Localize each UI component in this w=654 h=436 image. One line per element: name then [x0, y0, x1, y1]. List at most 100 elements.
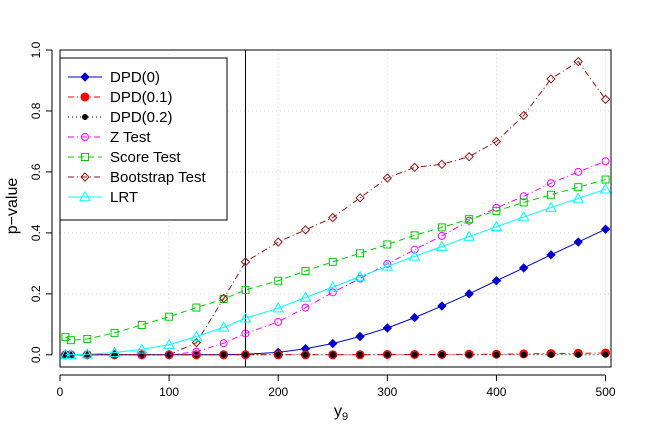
y-tick-label: 0.4: [29, 224, 43, 241]
data-point: [80, 72, 90, 82]
data-point: [137, 320, 146, 329]
series-0: [60, 224, 611, 360]
data-point: [573, 237, 583, 247]
legend-label: Score Test: [110, 149, 181, 166]
data-point: [437, 301, 447, 311]
series-layer: [59, 56, 612, 360]
data-point: [602, 351, 609, 358]
data-point: [410, 245, 419, 254]
data-point: [383, 240, 392, 249]
data-point: [301, 303, 310, 312]
y-tick-label: 0.0: [29, 346, 43, 363]
data-point: [600, 224, 611, 234]
data-point: [300, 225, 311, 235]
data-point: [328, 257, 337, 266]
data-point: [79, 190, 91, 202]
data-point: [240, 257, 251, 267]
data-point: [81, 133, 89, 141]
data-point: [517, 211, 530, 222]
data-point: [302, 351, 309, 358]
legend-label: Z Test: [110, 129, 151, 146]
legend-item: DPD(0.1): [68, 89, 173, 106]
data-point: [354, 270, 366, 281]
data-point: [273, 237, 283, 247]
data-point: [81, 348, 94, 359]
data-point: [411, 351, 418, 358]
data-point: [242, 351, 249, 358]
data-point: [356, 274, 365, 283]
data-point: [382, 323, 393, 333]
legend-label: DPD(0): [110, 69, 160, 86]
series-line: [65, 188, 606, 356]
legend: DPD(0) DPD(0.1) DPD(0.2) Z Test Score Test Bo…: [59, 57, 228, 221]
data-point: [492, 206, 501, 215]
legend-item: Z Test: [68, 129, 151, 146]
data-point: [437, 231, 446, 240]
data-point: [382, 173, 393, 183]
data-point: [84, 351, 91, 358]
data-point: [164, 350, 174, 360]
data-point: [272, 302, 285, 313]
data-point: [520, 351, 527, 358]
data-point: [66, 336, 75, 345]
data-point: [109, 350, 120, 360]
data-point: [408, 250, 421, 261]
data-point: [329, 351, 336, 358]
data-point: [493, 351, 500, 358]
x-axis-title-subscript: 9: [342, 411, 348, 423]
data-point: [275, 351, 282, 358]
data-point: [326, 281, 339, 292]
legend-label: Bootstrap Test: [110, 169, 206, 186]
data-point: [464, 151, 474, 162]
data-point: [546, 179, 555, 188]
legend-item: Score Test: [68, 149, 181, 166]
data-point: [491, 136, 502, 147]
data-point: [220, 351, 227, 358]
data-point: [241, 285, 250, 294]
legend-label: DPD(0.1): [110, 89, 173, 106]
y-tick-label: 0.8: [29, 102, 43, 119]
data-point: [192, 347, 201, 356]
data-point: [437, 223, 446, 232]
legend-item: LRT: [68, 189, 138, 206]
data-point: [357, 351, 364, 358]
data-point: [575, 351, 582, 358]
data-point: [519, 198, 528, 207]
data-point: [601, 157, 610, 166]
data-point: [328, 338, 338, 349]
axes: 0 100 200 300 400 500 0.0 0.2 0.4 0.6 0.8 1.0: [29, 41, 616, 399]
data-point: [546, 74, 556, 84]
data-point: [356, 249, 365, 258]
data-point: [436, 240, 448, 251]
data-point: [599, 183, 612, 194]
data-point: [80, 172, 90, 182]
x-axis-title-main: y: [334, 403, 342, 420]
data-point: [384, 351, 391, 358]
data-point: [355, 331, 365, 342]
data-point: [274, 317, 283, 326]
data-point: [217, 321, 230, 332]
legend-item: DPD(0.2): [68, 109, 173, 126]
data-point: [409, 312, 420, 323]
data-point: [65, 348, 77, 360]
data-point: [241, 329, 250, 338]
legend-label: DPD(0.2): [110, 109, 173, 126]
data-point: [165, 312, 174, 321]
y-tick-label: 0.6: [29, 163, 43, 180]
data-point: [355, 193, 365, 203]
data-point: [82, 114, 88, 120]
x-tick-label: 200: [268, 385, 288, 399]
data-point: [437, 159, 447, 170]
data-point: [438, 351, 445, 358]
data-point: [381, 260, 394, 271]
data-point: [81, 153, 89, 161]
data-point: [519, 192, 528, 201]
series-line: [65, 352, 606, 356]
x-tick-label: 500: [596, 385, 616, 399]
x-axis-title: y9: [334, 403, 348, 423]
data-point: [491, 276, 502, 286]
data-point: [83, 334, 92, 343]
data-point: [409, 162, 420, 173]
series-line: [65, 228, 606, 356]
